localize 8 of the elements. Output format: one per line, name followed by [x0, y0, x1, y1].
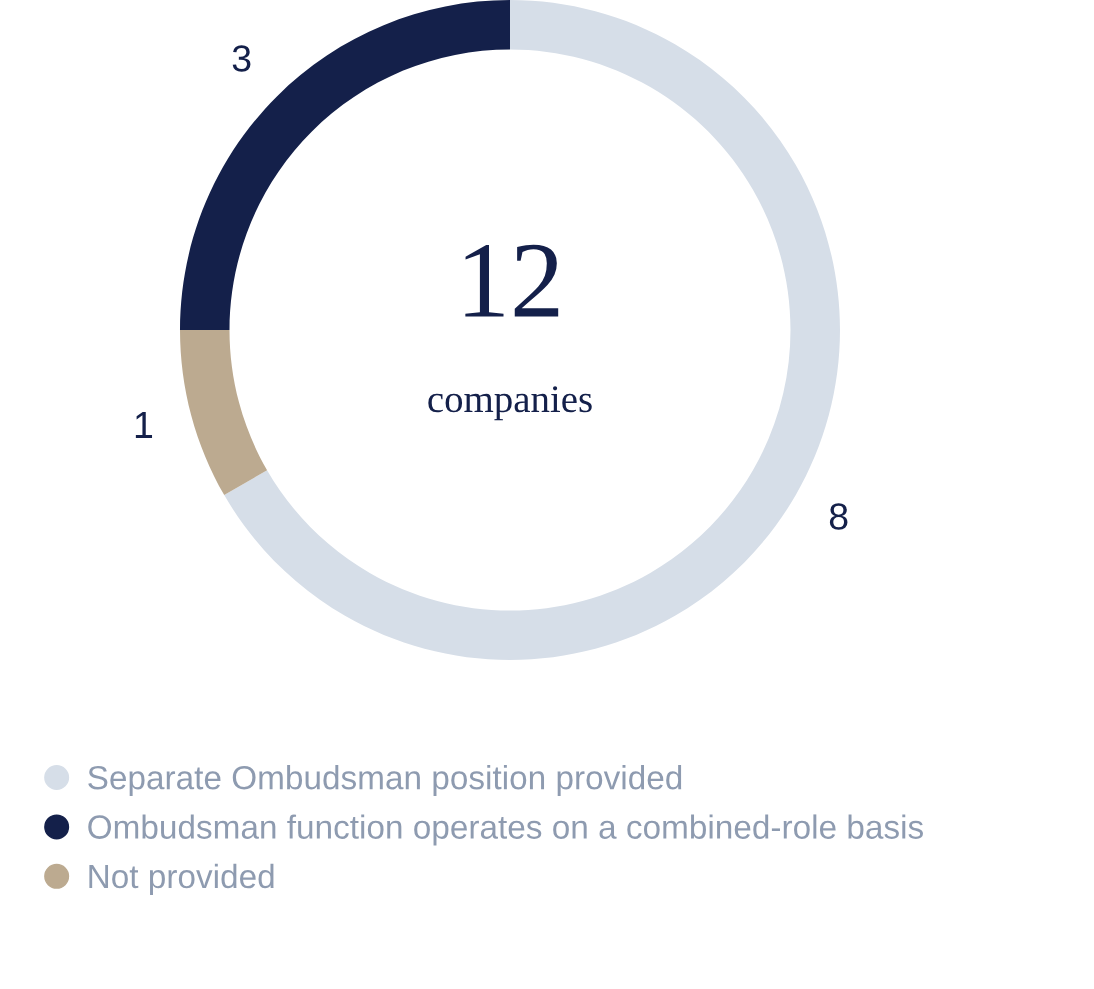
legend-label: Ombudsman function operates on a combined-role basis [88, 814, 923, 846]
data-label: 3 [232, 45, 251, 72]
legend-label: Separate Ombudsman position provided [88, 765, 682, 797]
text: 12 [465, 244, 559, 317]
text: companies [428, 386, 592, 421]
legend-label: Not provided [89, 863, 274, 895]
data-label: 1 [135, 412, 153, 438]
data-label: 8 [829, 503, 848, 530]
